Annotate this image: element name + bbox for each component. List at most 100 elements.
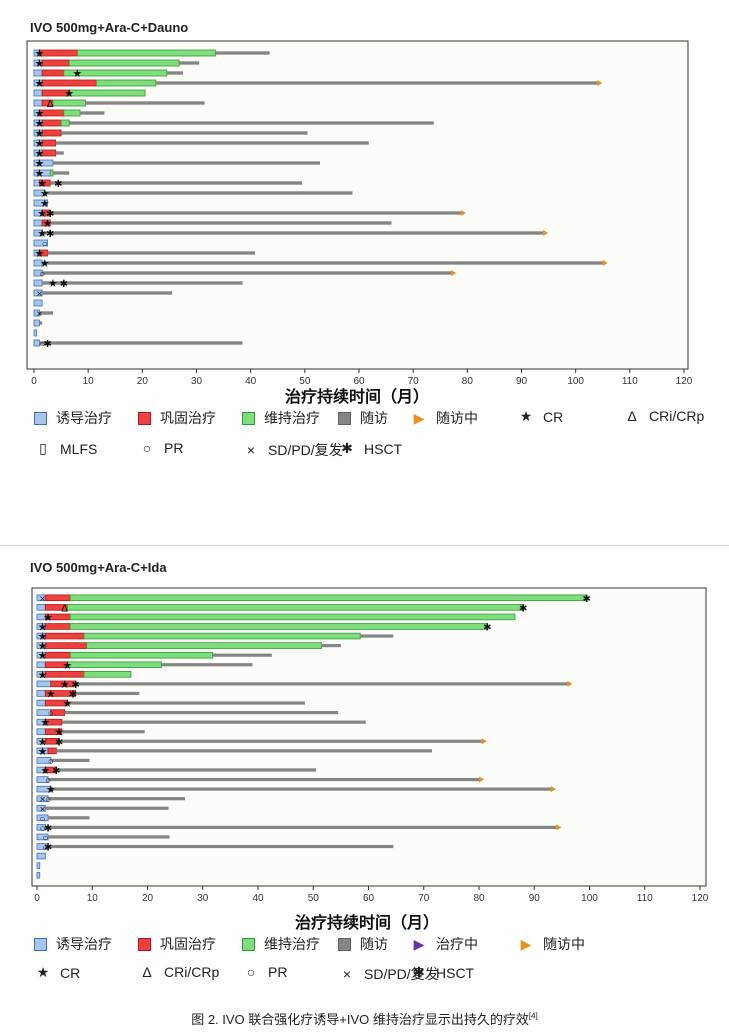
legend-label: 随访中 xyxy=(436,410,478,426)
x-tick-label: 110 xyxy=(637,893,653,904)
patient-row: ★ xyxy=(33,218,392,230)
ongoing-marker xyxy=(556,824,562,831)
induction-bar xyxy=(33,99,43,107)
panel-divider xyxy=(0,545,729,546)
patient-row: ○✱ xyxy=(36,823,562,834)
legend-item-sdpd: × SD/PD/复发 xyxy=(338,964,439,984)
followup-bar xyxy=(50,211,461,215)
induction-bar xyxy=(33,279,43,287)
sdpd-marker: × xyxy=(40,804,46,815)
maintenance-bar xyxy=(83,632,361,640)
hsct-marker: ✱ xyxy=(69,689,77,700)
cr-marker: ★ xyxy=(37,178,47,190)
followup-bar xyxy=(50,221,392,225)
hsct-marker: ✱ xyxy=(483,622,491,633)
maintenance-bar xyxy=(69,594,588,602)
cr-marker: ★ xyxy=(34,248,44,260)
induction-bar xyxy=(36,690,46,697)
maintenance-bar xyxy=(66,604,524,611)
cr-marker: ★ xyxy=(38,746,48,758)
cri-symbol-icon: Δ xyxy=(142,964,152,980)
cr-marker: ★ xyxy=(38,631,48,643)
patient-row: ★ xyxy=(33,188,353,200)
followup-bar xyxy=(61,720,366,724)
induction-bar xyxy=(36,604,46,611)
legend-label: CR xyxy=(543,408,564,425)
patient-row: ★ xyxy=(33,158,320,170)
cr-marker: ★ xyxy=(34,48,44,60)
pr-marker: ○ xyxy=(39,269,45,280)
induction-bar xyxy=(33,319,40,327)
cr-marker: ★ xyxy=(37,228,47,240)
followup-bar xyxy=(42,281,243,285)
followup-bar xyxy=(42,261,603,265)
cr-marker: ★ xyxy=(40,765,50,777)
legend-item-ongoing: ▶ 随访中 xyxy=(517,934,585,954)
patient-row: ★✱ xyxy=(33,178,303,190)
followup-bar xyxy=(48,797,186,801)
cri-symbol-icon: Δ xyxy=(627,408,637,424)
patient-row: ★ xyxy=(33,148,64,160)
consolidation-bar xyxy=(41,129,62,137)
followup-bar xyxy=(85,101,205,105)
patient-row: ★✱ xyxy=(36,688,140,700)
patient-row: Δ xyxy=(33,99,205,110)
x-tick-label: 60 xyxy=(363,893,375,904)
ongoing-symbol-icon: ▶ xyxy=(520,935,532,952)
patient-row: ★ xyxy=(33,108,105,120)
consolidation-bar xyxy=(44,623,71,630)
patient-row: ★ xyxy=(33,248,255,260)
legend-item-sdpd: × SD/PD/复发 xyxy=(242,440,343,460)
followup-bar xyxy=(42,231,544,235)
followup-bar xyxy=(45,825,557,829)
legend-label: 维持治疗 xyxy=(264,936,320,952)
followup-bar xyxy=(212,653,272,657)
followup-bar xyxy=(55,141,369,145)
x-axis-title: 治疗持续时间（月） xyxy=(285,387,429,406)
legend-label: 巩固治疗 xyxy=(160,410,216,426)
legend-item-maintenance: 维持治疗 xyxy=(242,408,320,428)
cr-marker: ★ xyxy=(60,679,70,691)
followup-bar xyxy=(48,777,480,782)
cr-marker: ★ xyxy=(34,128,44,140)
cr-marker: ★ xyxy=(40,188,50,200)
patient-row: ★ xyxy=(33,88,146,100)
followup-bar xyxy=(50,758,90,763)
x-tick-label: 0 xyxy=(34,893,40,904)
followup-bar xyxy=(360,634,394,638)
cr-marker: ★ xyxy=(62,660,72,672)
consolidation-bar xyxy=(39,49,78,57)
legend-label: 诱导治疗 xyxy=(56,936,112,952)
patient-row: × xyxy=(36,804,169,815)
cr-marker: ★ xyxy=(34,168,44,180)
x-tick-label: 50 xyxy=(308,893,320,904)
followup-swatch xyxy=(338,937,351,951)
chart-title: IVO 500mg+Ara-C+Dauno xyxy=(30,20,189,35)
induction-bar xyxy=(36,871,41,879)
cr-symbol-icon: ★ xyxy=(36,964,50,980)
x-tick-label: 30 xyxy=(191,376,203,387)
legend-label: HSCT xyxy=(364,440,403,457)
legend-label: SD/PD/复发 xyxy=(364,966,439,982)
cr-marker: ★ xyxy=(38,736,48,748)
hsct-marker: ✱ xyxy=(60,279,68,290)
consolidation-bar xyxy=(41,59,70,67)
patient-row: ○ xyxy=(36,756,90,767)
patient-row: × ✱ xyxy=(36,594,591,605)
maintenance-bar xyxy=(69,613,516,621)
chart-panel-2: IVO 500mg+Ara-C+Ida × ✱ Δ ✱ ★ ★ ✱ ★ ★ ★ ★ ★ ★ ✱ ★ ✱ ★ ○ ★ ★… xyxy=(0,556,729,996)
legend-item-induction: 诱导治疗 xyxy=(34,408,112,428)
patient-row: ○ xyxy=(36,814,90,825)
hsct-marker: ✱ xyxy=(55,737,63,748)
consolidation-bar xyxy=(44,594,71,602)
induction-bar xyxy=(33,299,43,307)
maintenance-bar xyxy=(69,623,488,630)
ongoing-marker xyxy=(451,270,457,276)
patient-row xyxy=(33,329,38,337)
followup-bar xyxy=(50,181,303,185)
induction-bar xyxy=(36,680,52,688)
cr-marker: ★ xyxy=(38,621,48,633)
cr-marker: ★ xyxy=(38,641,48,653)
induction-bar xyxy=(33,199,48,207)
legend-item-mlfs: ▯ MLFS xyxy=(34,440,97,457)
